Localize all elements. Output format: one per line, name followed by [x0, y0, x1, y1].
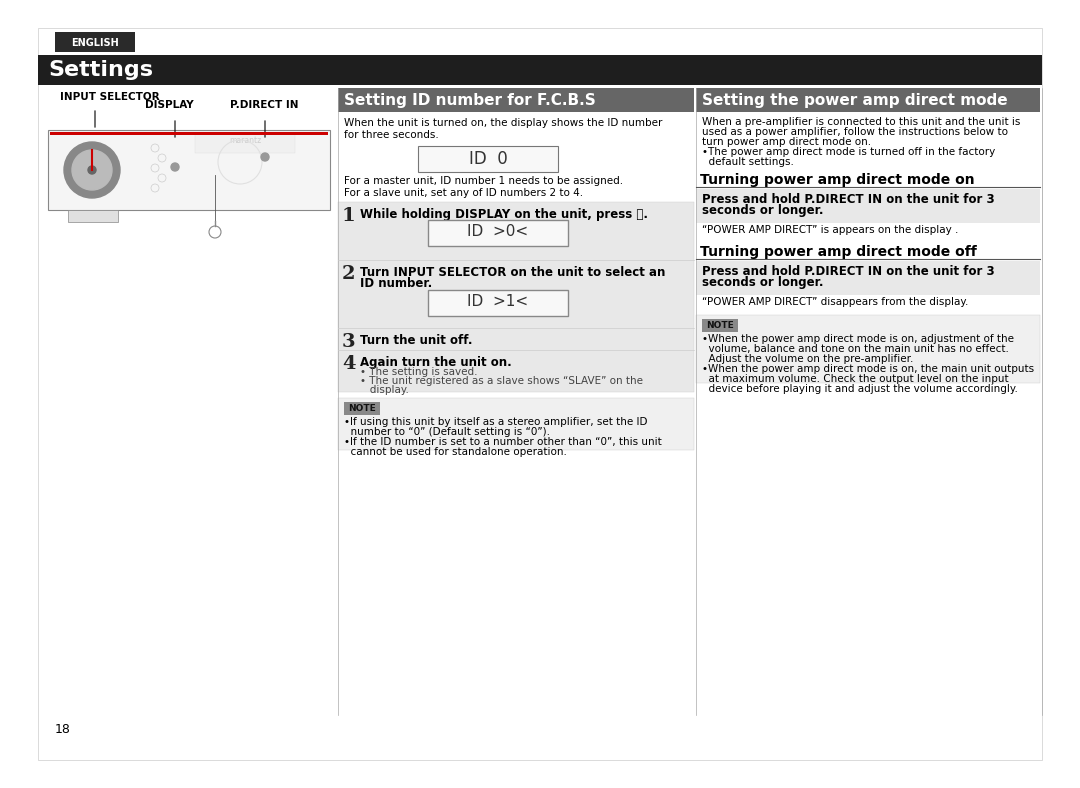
Text: marantz: marantz [229, 136, 261, 145]
Text: •When the power amp direct mode is on, the main unit outputs: •When the power amp direct mode is on, t… [702, 364, 1035, 374]
Text: Turning power amp direct mode off: Turning power amp direct mode off [700, 245, 976, 259]
Text: turn power amp direct mode on.: turn power amp direct mode on. [702, 137, 872, 147]
Text: ENGLISH: ENGLISH [71, 38, 119, 48]
Bar [696, 261, 1040, 295]
Bar [68, 210, 118, 222]
Text: Adjust the volume on the pre-amplifier.: Adjust the volume on the pre-amplifier. [702, 354, 914, 364]
Bar [338, 202, 694, 392]
Bar [428, 290, 568, 316]
Text: ID  >0<: ID >0< [468, 224, 528, 239]
Text: device before playing it and adjust the volume accordingly.: device before playing it and adjust the … [702, 384, 1017, 394]
Bar [50, 132, 328, 135]
Text: seconds or longer.: seconds or longer. [702, 276, 824, 289]
Text: Press and hold P.DIRECT IN on the unit for 3: Press and hold P.DIRECT IN on the unit f… [702, 193, 995, 206]
Text: 2: 2 [342, 265, 355, 283]
Bar [195, 133, 295, 153]
Text: NOTE: NOTE [706, 321, 734, 330]
Text: 4: 4 [342, 355, 355, 373]
Circle shape [261, 153, 269, 161]
Text: ID number.: ID number. [360, 277, 432, 290]
Text: 1: 1 [342, 207, 355, 225]
Text: NOTE: NOTE [348, 404, 376, 413]
Text: • The setting is saved.: • The setting is saved. [360, 367, 477, 377]
Bar [48, 130, 330, 210]
Text: •The power amp direct mode is turned off in the factory: •The power amp direct mode is turned off… [702, 147, 996, 157]
Text: Turning power amp direct mode on: Turning power amp direct mode on [700, 173, 974, 187]
Bar [428, 220, 568, 246]
Bar [696, 315, 1040, 383]
Text: When a pre-amplifier is connected to this unit and the unit is: When a pre-amplifier is connected to thi… [702, 117, 1021, 127]
Text: volume, balance and tone on the main unit has no effect.: volume, balance and tone on the main uni… [702, 344, 1009, 354]
Text: P.DIRECT IN: P.DIRECT IN [230, 100, 298, 110]
Text: Setting ID number for F.C.B.S: Setting ID number for F.C.B.S [345, 93, 596, 108]
Text: 3: 3 [342, 333, 355, 351]
Bar [38, 55, 1042, 85]
Text: Press and hold P.DIRECT IN on the unit for 3: Press and hold P.DIRECT IN on the unit f… [702, 265, 995, 278]
Text: default settings.: default settings. [702, 157, 794, 167]
Circle shape [171, 163, 179, 171]
Bar [696, 88, 1040, 112]
Text: •When the power amp direct mode is on, adjustment of the: •When the power amp direct mode is on, a… [702, 334, 1014, 344]
Bar [338, 88, 694, 112]
Text: Turn the unit off.: Turn the unit off. [360, 334, 473, 347]
Bar [345, 402, 380, 415]
Bar [702, 319, 738, 332]
Text: ID  0: ID 0 [469, 150, 508, 168]
Text: “POWER AMP DIRECT” is appears on the display .: “POWER AMP DIRECT” is appears on the dis… [702, 225, 958, 235]
Text: number to “0” (Default setting is “0”).: number to “0” (Default setting is “0”). [345, 427, 550, 437]
Bar [55, 32, 135, 52]
Circle shape [72, 150, 112, 190]
Text: •If the ID number is set to a number other than “0”, this unit: •If the ID number is set to a number oth… [345, 437, 662, 447]
Text: seconds or longer.: seconds or longer. [702, 204, 824, 217]
Text: When the unit is turned on, the display shows the ID number
for three seconds.: When the unit is turned on, the display … [345, 118, 662, 139]
Text: ID  >1<: ID >1< [468, 294, 528, 309]
Bar [696, 189, 1040, 223]
Text: “POWER AMP DIRECT” disappears from the display.: “POWER AMP DIRECT” disappears from the d… [702, 297, 969, 307]
Text: For a master unit, ID number 1 needs to be assigned.
For a slave unit, set any o: For a master unit, ID number 1 needs to … [345, 176, 623, 198]
Text: INPUT SELECTOR: INPUT SELECTOR [60, 92, 160, 102]
Text: Settings: Settings [48, 60, 153, 80]
Text: Turn INPUT SELECTOR on the unit to select an: Turn INPUT SELECTOR on the unit to selec… [360, 266, 665, 279]
Text: • The unit registered as a slave shows “SLAVE” on the: • The unit registered as a slave shows “… [360, 376, 643, 386]
Bar [418, 146, 558, 172]
Text: cannot be used for standalone operation.: cannot be used for standalone operation. [345, 447, 567, 457]
Text: Again turn the unit on.: Again turn the unit on. [360, 356, 512, 369]
Text: •If using this unit by itself as a stereo amplifier, set the ID: •If using this unit by itself as a stere… [345, 417, 648, 427]
Text: display.: display. [360, 385, 409, 395]
Text: Setting the power amp direct mode: Setting the power amp direct mode [702, 93, 1008, 108]
Text: While holding DISPLAY on the unit, press ⏻.: While holding DISPLAY on the unit, press… [360, 208, 648, 221]
Circle shape [87, 166, 96, 174]
Text: 18: 18 [55, 723, 71, 736]
Circle shape [64, 142, 120, 198]
Text: DISPLAY: DISPLAY [145, 100, 193, 110]
Text: at maximum volume. Check the output level on the input: at maximum volume. Check the output leve… [702, 374, 1009, 384]
Bar [338, 398, 694, 450]
Text: used as a power amplifier, follow the instructions below to: used as a power amplifier, follow the in… [702, 127, 1008, 137]
